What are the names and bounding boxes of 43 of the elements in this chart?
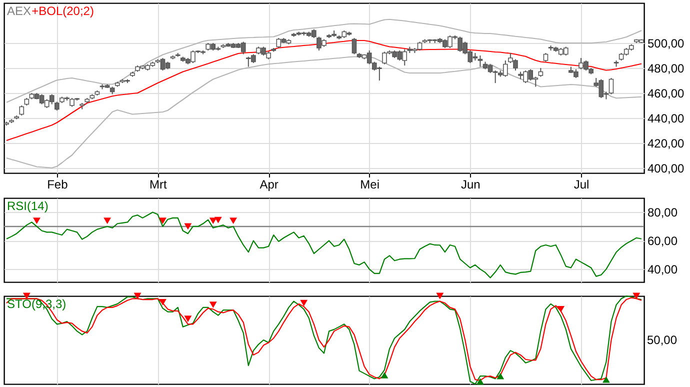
x-tick-label: Feb [47,178,68,192]
point [159,218,166,224]
point [159,298,166,306]
candlestick [352,38,357,55]
point [104,218,112,224]
point [134,292,142,300]
point [602,376,610,383]
point [33,218,40,224]
point [209,302,217,308]
point [436,292,444,300]
point [300,300,308,306]
x-tick-label: Mrt [150,178,168,192]
y-tick-label: 420,00 [648,136,685,150]
y-tick-label: 400,00 [648,162,685,176]
point [632,292,640,300]
point [476,378,484,385]
y-tick-label: 80,00 [648,206,678,220]
y-tick-label: 60,00 [648,234,678,248]
y-tick-label: 500,00 [648,36,685,50]
y-tick-label: 40,00 [648,262,678,277]
point [557,306,565,312]
point [214,216,222,224]
point [184,223,192,230]
x-tick-label: Jun [460,178,480,192]
x-tick-label: Mei [360,178,380,192]
y-tick-label: 440,00 [648,112,685,126]
line-series [6,18,642,103]
text: +BOL(20;2) [32,4,94,18]
point [380,372,388,378]
text: 50,00 [647,333,678,347]
candlestick [478,55,483,68]
point [209,218,217,224]
x-tick-label: Jul [574,178,590,192]
point [184,316,192,322]
candlestick [19,105,24,116]
chart-title: RSI(14) [7,199,48,213]
line-series [6,212,642,278]
y-tick-label: 460,00 [648,86,685,100]
chart-title: AEX [7,4,32,18]
point [230,218,237,224]
y-tick-label: 480,00 [648,62,685,76]
x-tick-label: Apr [260,178,278,192]
point [496,372,504,380]
